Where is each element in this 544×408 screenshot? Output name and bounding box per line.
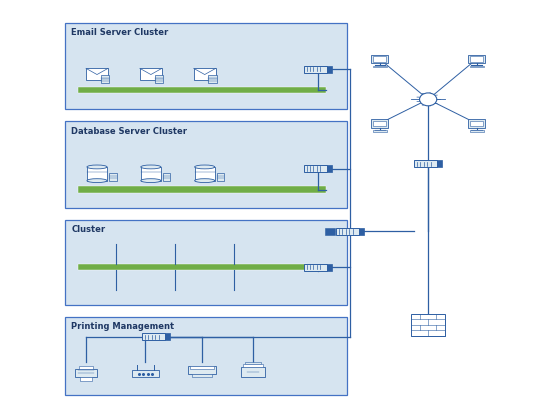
FancyBboxPatch shape — [469, 130, 484, 131]
FancyBboxPatch shape — [373, 66, 387, 67]
FancyBboxPatch shape — [194, 69, 215, 80]
Text: Email Server Cluster: Email Server Cluster — [71, 28, 169, 37]
FancyBboxPatch shape — [132, 370, 159, 377]
Ellipse shape — [87, 179, 107, 182]
FancyBboxPatch shape — [327, 264, 332, 271]
FancyBboxPatch shape — [154, 75, 163, 83]
FancyBboxPatch shape — [373, 130, 387, 131]
FancyBboxPatch shape — [140, 69, 162, 80]
FancyBboxPatch shape — [65, 220, 348, 305]
FancyBboxPatch shape — [208, 75, 217, 83]
Text: Cluster: Cluster — [71, 225, 106, 234]
FancyBboxPatch shape — [371, 55, 388, 63]
Ellipse shape — [195, 165, 215, 169]
FancyBboxPatch shape — [304, 264, 327, 271]
FancyBboxPatch shape — [470, 56, 483, 62]
Ellipse shape — [141, 179, 161, 182]
Text: Database Server Cluster: Database Server Cluster — [71, 127, 187, 136]
FancyBboxPatch shape — [243, 364, 263, 367]
FancyBboxPatch shape — [79, 366, 94, 369]
Ellipse shape — [195, 179, 215, 182]
Ellipse shape — [87, 165, 107, 169]
FancyBboxPatch shape — [86, 69, 108, 80]
FancyBboxPatch shape — [373, 56, 386, 62]
FancyBboxPatch shape — [165, 333, 170, 340]
Ellipse shape — [141, 165, 161, 169]
FancyBboxPatch shape — [141, 167, 161, 181]
FancyBboxPatch shape — [327, 66, 332, 73]
FancyBboxPatch shape — [468, 119, 485, 128]
FancyBboxPatch shape — [304, 66, 327, 73]
FancyBboxPatch shape — [359, 228, 364, 235]
FancyBboxPatch shape — [80, 377, 92, 381]
FancyBboxPatch shape — [163, 173, 170, 181]
FancyBboxPatch shape — [101, 75, 109, 83]
FancyBboxPatch shape — [327, 165, 332, 172]
Circle shape — [419, 93, 437, 106]
FancyBboxPatch shape — [437, 160, 442, 167]
FancyBboxPatch shape — [469, 66, 484, 67]
FancyBboxPatch shape — [192, 374, 212, 377]
FancyBboxPatch shape — [470, 121, 483, 126]
FancyBboxPatch shape — [414, 160, 437, 167]
FancyBboxPatch shape — [65, 23, 348, 109]
FancyBboxPatch shape — [336, 228, 359, 235]
FancyBboxPatch shape — [78, 264, 307, 271]
FancyBboxPatch shape — [78, 186, 326, 193]
FancyBboxPatch shape — [245, 362, 261, 364]
FancyBboxPatch shape — [468, 55, 485, 63]
FancyBboxPatch shape — [325, 228, 335, 235]
FancyBboxPatch shape — [195, 167, 215, 181]
FancyBboxPatch shape — [217, 173, 224, 181]
FancyBboxPatch shape — [241, 367, 265, 377]
FancyBboxPatch shape — [78, 87, 326, 93]
FancyBboxPatch shape — [371, 119, 388, 128]
Text: Printing Management: Printing Management — [71, 322, 174, 331]
FancyBboxPatch shape — [190, 366, 214, 369]
FancyBboxPatch shape — [142, 333, 165, 340]
FancyBboxPatch shape — [304, 165, 327, 172]
FancyBboxPatch shape — [411, 314, 445, 336]
FancyBboxPatch shape — [75, 369, 97, 377]
FancyBboxPatch shape — [65, 122, 348, 208]
FancyBboxPatch shape — [188, 366, 217, 374]
FancyBboxPatch shape — [109, 173, 116, 181]
FancyBboxPatch shape — [65, 317, 348, 395]
FancyBboxPatch shape — [373, 121, 386, 126]
FancyBboxPatch shape — [87, 167, 107, 181]
